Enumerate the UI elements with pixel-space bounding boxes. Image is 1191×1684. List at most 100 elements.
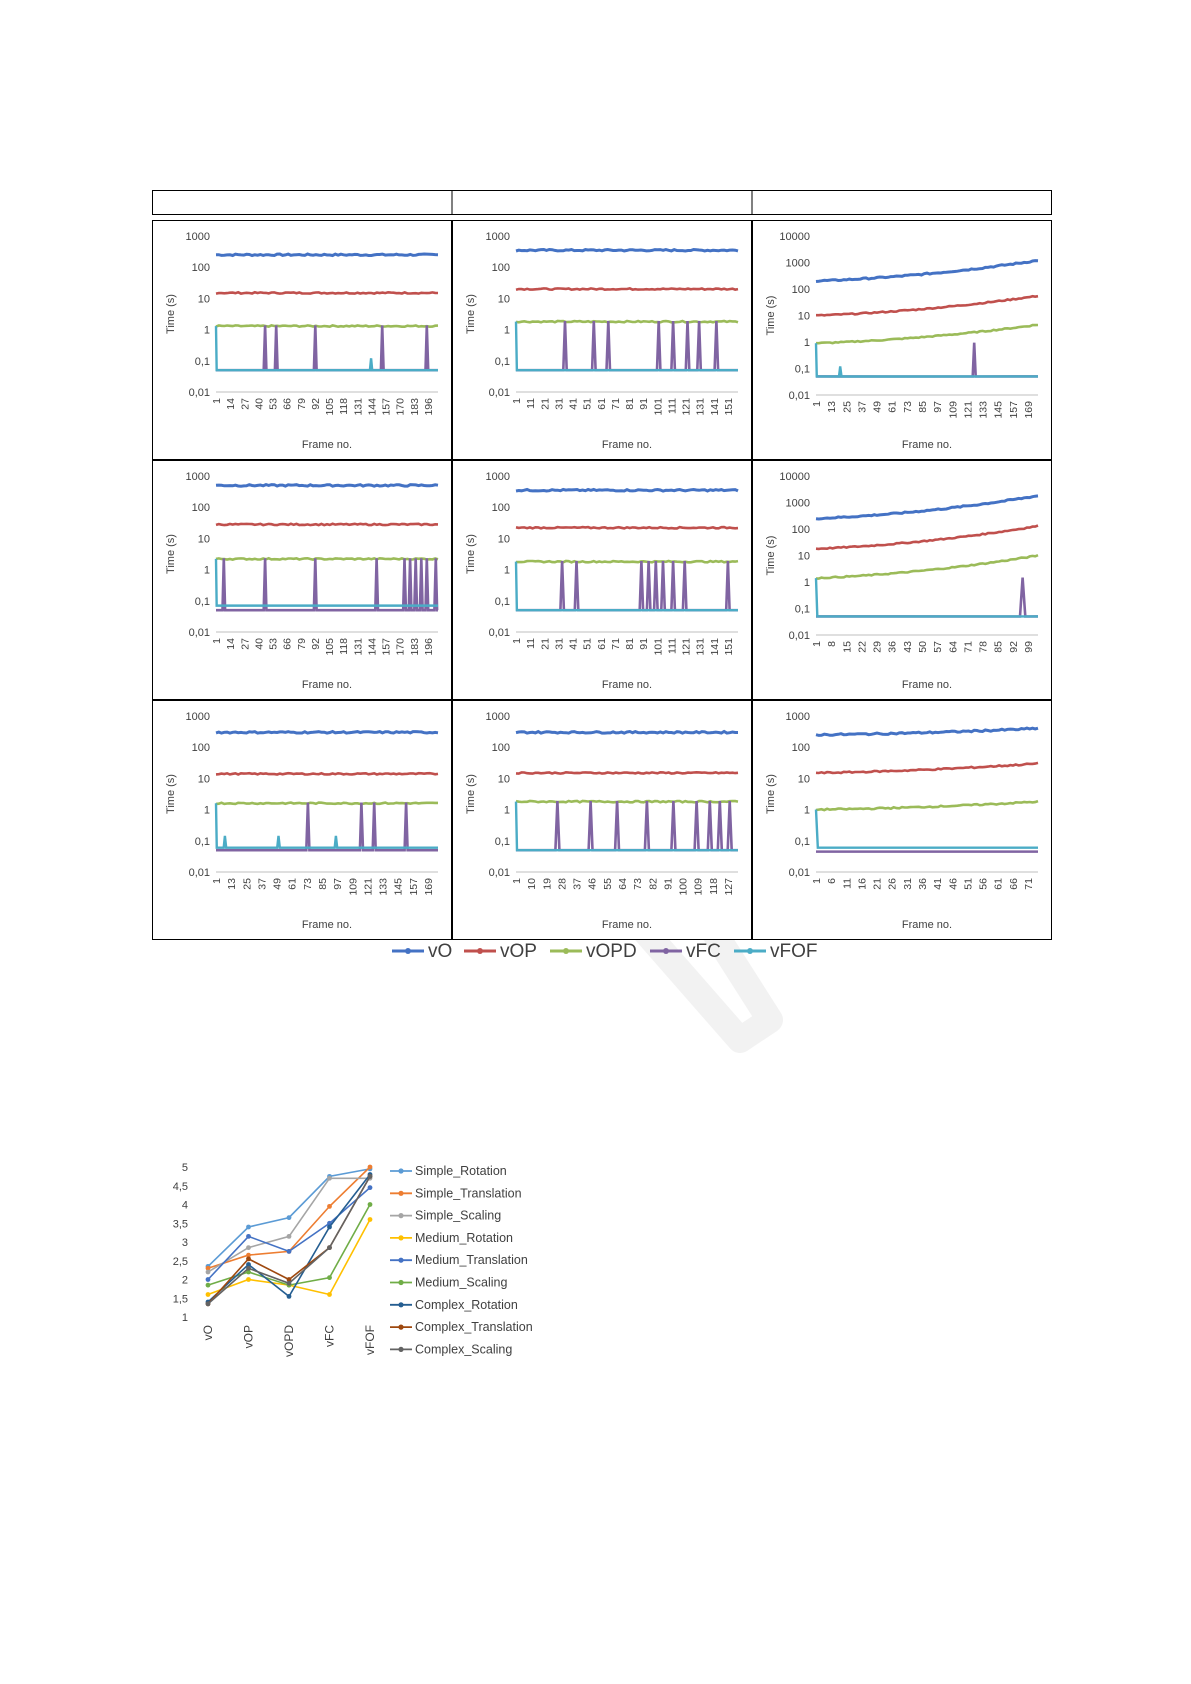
series-line-vOP — [215, 290, 439, 295]
y-tick-label: 0,01 — [789, 867, 810, 879]
x-tick-label: 40 — [253, 638, 265, 650]
legend-marker-vFC — [663, 948, 669, 954]
x-axis-label: Frame no. — [902, 439, 952, 451]
y-tick-label: 1000 — [486, 471, 510, 483]
x-tick-label: 79 — [296, 638, 308, 650]
x-tick-label: 157 — [381, 638, 393, 656]
summary-series-Complex_Scaling — [205, 1173, 373, 1307]
y-tick-label: 0,01 — [789, 390, 810, 402]
y-tick-label: 0,01 — [489, 867, 510, 879]
y-axis-label: Time (s) — [465, 774, 477, 814]
x-tick-label: 97 — [932, 401, 944, 413]
y-tick-label: 10 — [198, 293, 210, 305]
y-tick-label: 10 — [498, 293, 510, 305]
y-tick-label: 1000 — [786, 258, 810, 270]
x-axis-label: Frame no. — [902, 679, 952, 691]
x-tick-label: 36 — [917, 878, 929, 890]
chart-panel-border — [452, 460, 752, 700]
summary-legend-label: Medium_Rotation — [415, 1231, 513, 1245]
x-tick-label: 73 — [302, 878, 314, 890]
y-tick-label: 0,1 — [195, 596, 210, 608]
series-line-vOPD — [515, 799, 739, 804]
legend-item-vO: vO — [392, 941, 452, 962]
x-tick-label: 157 — [381, 398, 393, 416]
x-tick-label: 121 — [362, 878, 374, 896]
x-tick-label: 1 — [811, 878, 823, 884]
series-line-vOPD — [816, 553, 1039, 580]
x-tick-label: 37 — [572, 878, 584, 890]
summary-point — [205, 1277, 211, 1282]
summary-y-tick-label: 2 — [182, 1275, 188, 1287]
y-tick-label: 10 — [498, 773, 510, 785]
series-line-vFOF — [514, 321, 738, 372]
y-tick-label: 1 — [204, 565, 210, 577]
summary-legend-item: Complex_Translation — [390, 1320, 533, 1334]
x-tick-label: 91 — [638, 638, 650, 650]
x-tick-label: 51 — [582, 398, 594, 410]
y-tick-label: 1000 — [786, 711, 810, 723]
summary-legend-item: Medium_Scaling — [390, 1276, 507, 1290]
summary-point — [327, 1224, 332, 1230]
x-tick-label: 71 — [1023, 878, 1035, 890]
series-line-vFC — [515, 560, 739, 612]
summary-legend-label: Complex_Scaling — [415, 1342, 512, 1356]
summary-point — [246, 1262, 251, 1267]
x-tick-label: 11 — [525, 638, 537, 649]
summary-point — [367, 1164, 373, 1170]
summary-line — [207, 1177, 370, 1273]
x-tick-label: 49 — [272, 878, 284, 890]
series-line-vOPD — [215, 801, 438, 806]
x-axis-label: Frame no. — [302, 679, 352, 691]
x-tick-label: 1 — [511, 638, 523, 644]
summary-legend-label: Simple_Scaling — [415, 1209, 501, 1223]
summary-legend-label: Medium_Scaling — [415, 1276, 507, 1290]
x-tick-label: 27 — [239, 398, 251, 410]
y-axis-label: Time (s) — [165, 534, 177, 574]
x-tick-label: 91 — [662, 878, 674, 890]
x-tick-label: 85 — [917, 401, 929, 413]
y-tick-label: 0,1 — [495, 836, 510, 848]
x-tick-label: 25 — [241, 878, 253, 890]
x-tick-label: 61 — [596, 398, 608, 410]
summary-legend-label: Complex_Translation — [415, 1320, 533, 1334]
x-tick-label: 170 — [395, 398, 407, 416]
x-tick-label: 27 — [239, 638, 251, 650]
x-tick-label: 170 — [395, 638, 407, 656]
y-tick-label: 10 — [198, 773, 210, 785]
y-axis-label: Time (s) — [165, 774, 177, 814]
x-tick-label: 183 — [409, 638, 421, 656]
summary-legend-label: Complex_Rotation — [415, 1298, 518, 1312]
summary-point — [286, 1280, 292, 1286]
x-tick-label: 11 — [841, 878, 853, 889]
y-tick-label: 0,01 — [489, 627, 510, 639]
summary-point — [246, 1245, 251, 1251]
x-tick-label: 85 — [317, 878, 329, 890]
x-tick-label: 91 — [638, 398, 650, 410]
x-tick-label: 8 — [826, 641, 838, 647]
summary-y-tick-label: 4,5 — [173, 1181, 188, 1193]
y-tick-label: 100 — [792, 284, 810, 296]
x-tick-label: 81 — [624, 638, 636, 650]
x-tick-label: 19 — [541, 878, 553, 890]
y-tick-label: 0,01 — [189, 867, 210, 879]
x-tick-label: 81 — [624, 398, 636, 410]
x-tick-label: 46 — [947, 878, 959, 890]
x-tick-label: 14 — [225, 398, 237, 410]
legend-marker-vOPD — [563, 948, 569, 954]
x-tick-label: 21 — [539, 638, 551, 650]
x-tick-label: 111 — [666, 638, 678, 654]
y-axis-label: Time (s) — [465, 294, 477, 334]
y-tick-label: 1 — [804, 337, 810, 349]
x-tick-label: 66 — [282, 398, 294, 410]
x-tick-label: 22 — [856, 641, 868, 653]
series-line-vOP — [816, 294, 1039, 317]
summary-point — [205, 1301, 211, 1307]
x-tick-label: 61 — [287, 878, 299, 890]
y-tick-label: 10 — [798, 551, 810, 563]
summary-legend-item: Simple_Translation — [390, 1186, 522, 1200]
legend-item-vOPD: vOPD — [550, 941, 637, 962]
legend-label-vFOF: vFOF — [770, 941, 818, 962]
